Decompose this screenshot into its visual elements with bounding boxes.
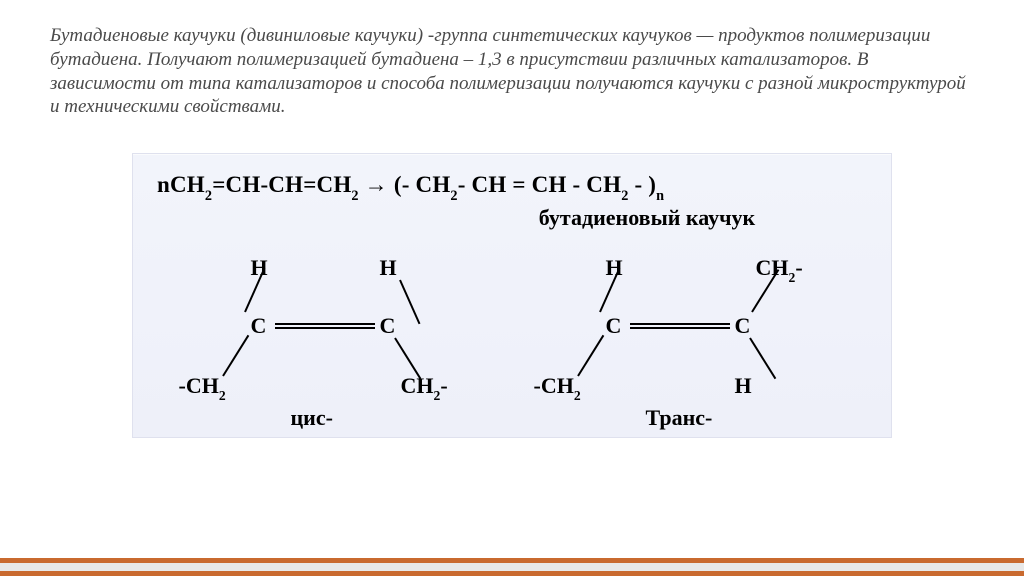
trans-C-right: C [735,313,751,339]
chemistry-block: nCH2=CH-CH=CH2 → (- CH2- CH = CH - CH2 -… [132,153,892,438]
cis-CH2-right: CH2- [401,373,448,402]
trans-C-left: C [606,313,622,339]
polymerization-equation: nCH2=CH-CH=CH2 → (- CH2- CH = CH - CH2 -… [157,172,867,203]
trans-CH2-left: -CH2 [534,373,581,402]
bond [749,337,776,379]
cis-H-right: H [380,255,397,281]
body-paragraph: Бутадиеновые каучуки (дивиниловые каучук… [50,24,970,119]
bond [399,279,420,324]
cis-C-right: C [380,313,396,339]
equation-label: бутадиеновый каучук [427,205,867,231]
trans-label: Транс- [646,405,713,431]
trans-isomer: H CH2- C C -CH2 H Транс- [540,255,840,425]
lead-term: Бутадиеновые каучуки [50,25,236,46]
trans-H-right: H [735,373,752,399]
bond [222,334,249,376]
double-bond [630,323,730,329]
cis-isomer: H H C C -CH2 CH2- цис- [185,255,485,425]
bond [577,334,604,376]
cis-C-left: C [251,313,267,339]
footer-bar-inner [0,563,1024,571]
cis-CH2-left: -CH2 [179,373,226,402]
double-bond [275,323,375,329]
slide: Бутадиеновые каучуки (дивиниловые каучук… [0,0,1024,576]
isomer-row: H H C C -CH2 CH2- цис- H CH2- C C -C [157,255,867,425]
cis-label: цис- [291,405,333,431]
